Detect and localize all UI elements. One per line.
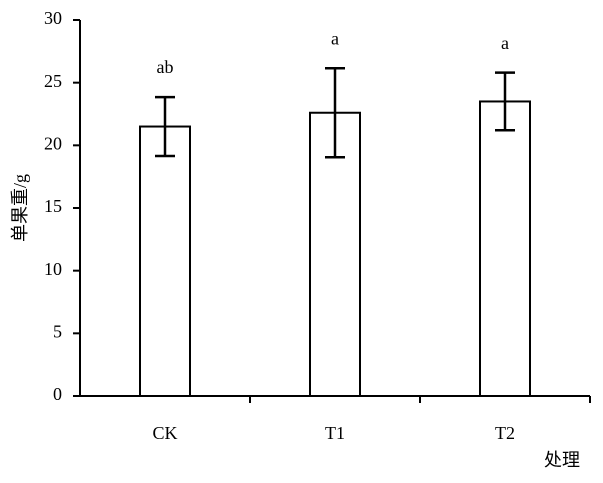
error-bar: [155, 95, 175, 158]
bar: [479, 100, 531, 397]
x-tick-label: T1: [325, 423, 345, 443]
significance-label: a: [501, 33, 509, 53]
error-bar: [325, 67, 345, 159]
y-tick-label: 30: [44, 8, 62, 28]
y-axis-label: 单果重/g: [10, 174, 30, 242]
y-tick-label: 15: [44, 196, 62, 216]
y-tick-label: 20: [44, 133, 62, 153]
significance-label: a: [331, 28, 339, 48]
y-tick-label: 10: [44, 259, 62, 279]
x-axis-label: 处理: [544, 450, 580, 470]
bar: [309, 111, 361, 397]
error-bar: [495, 71, 515, 132]
x-tick-label: T2: [495, 423, 515, 443]
bar: [139, 125, 191, 398]
y-tick-label: 0: [53, 384, 62, 404]
significance-label: ab: [157, 57, 174, 77]
y-tick-label: 5: [53, 321, 62, 341]
y-tick-label: 25: [44, 71, 62, 91]
x-tick-label: CK: [152, 423, 177, 443]
